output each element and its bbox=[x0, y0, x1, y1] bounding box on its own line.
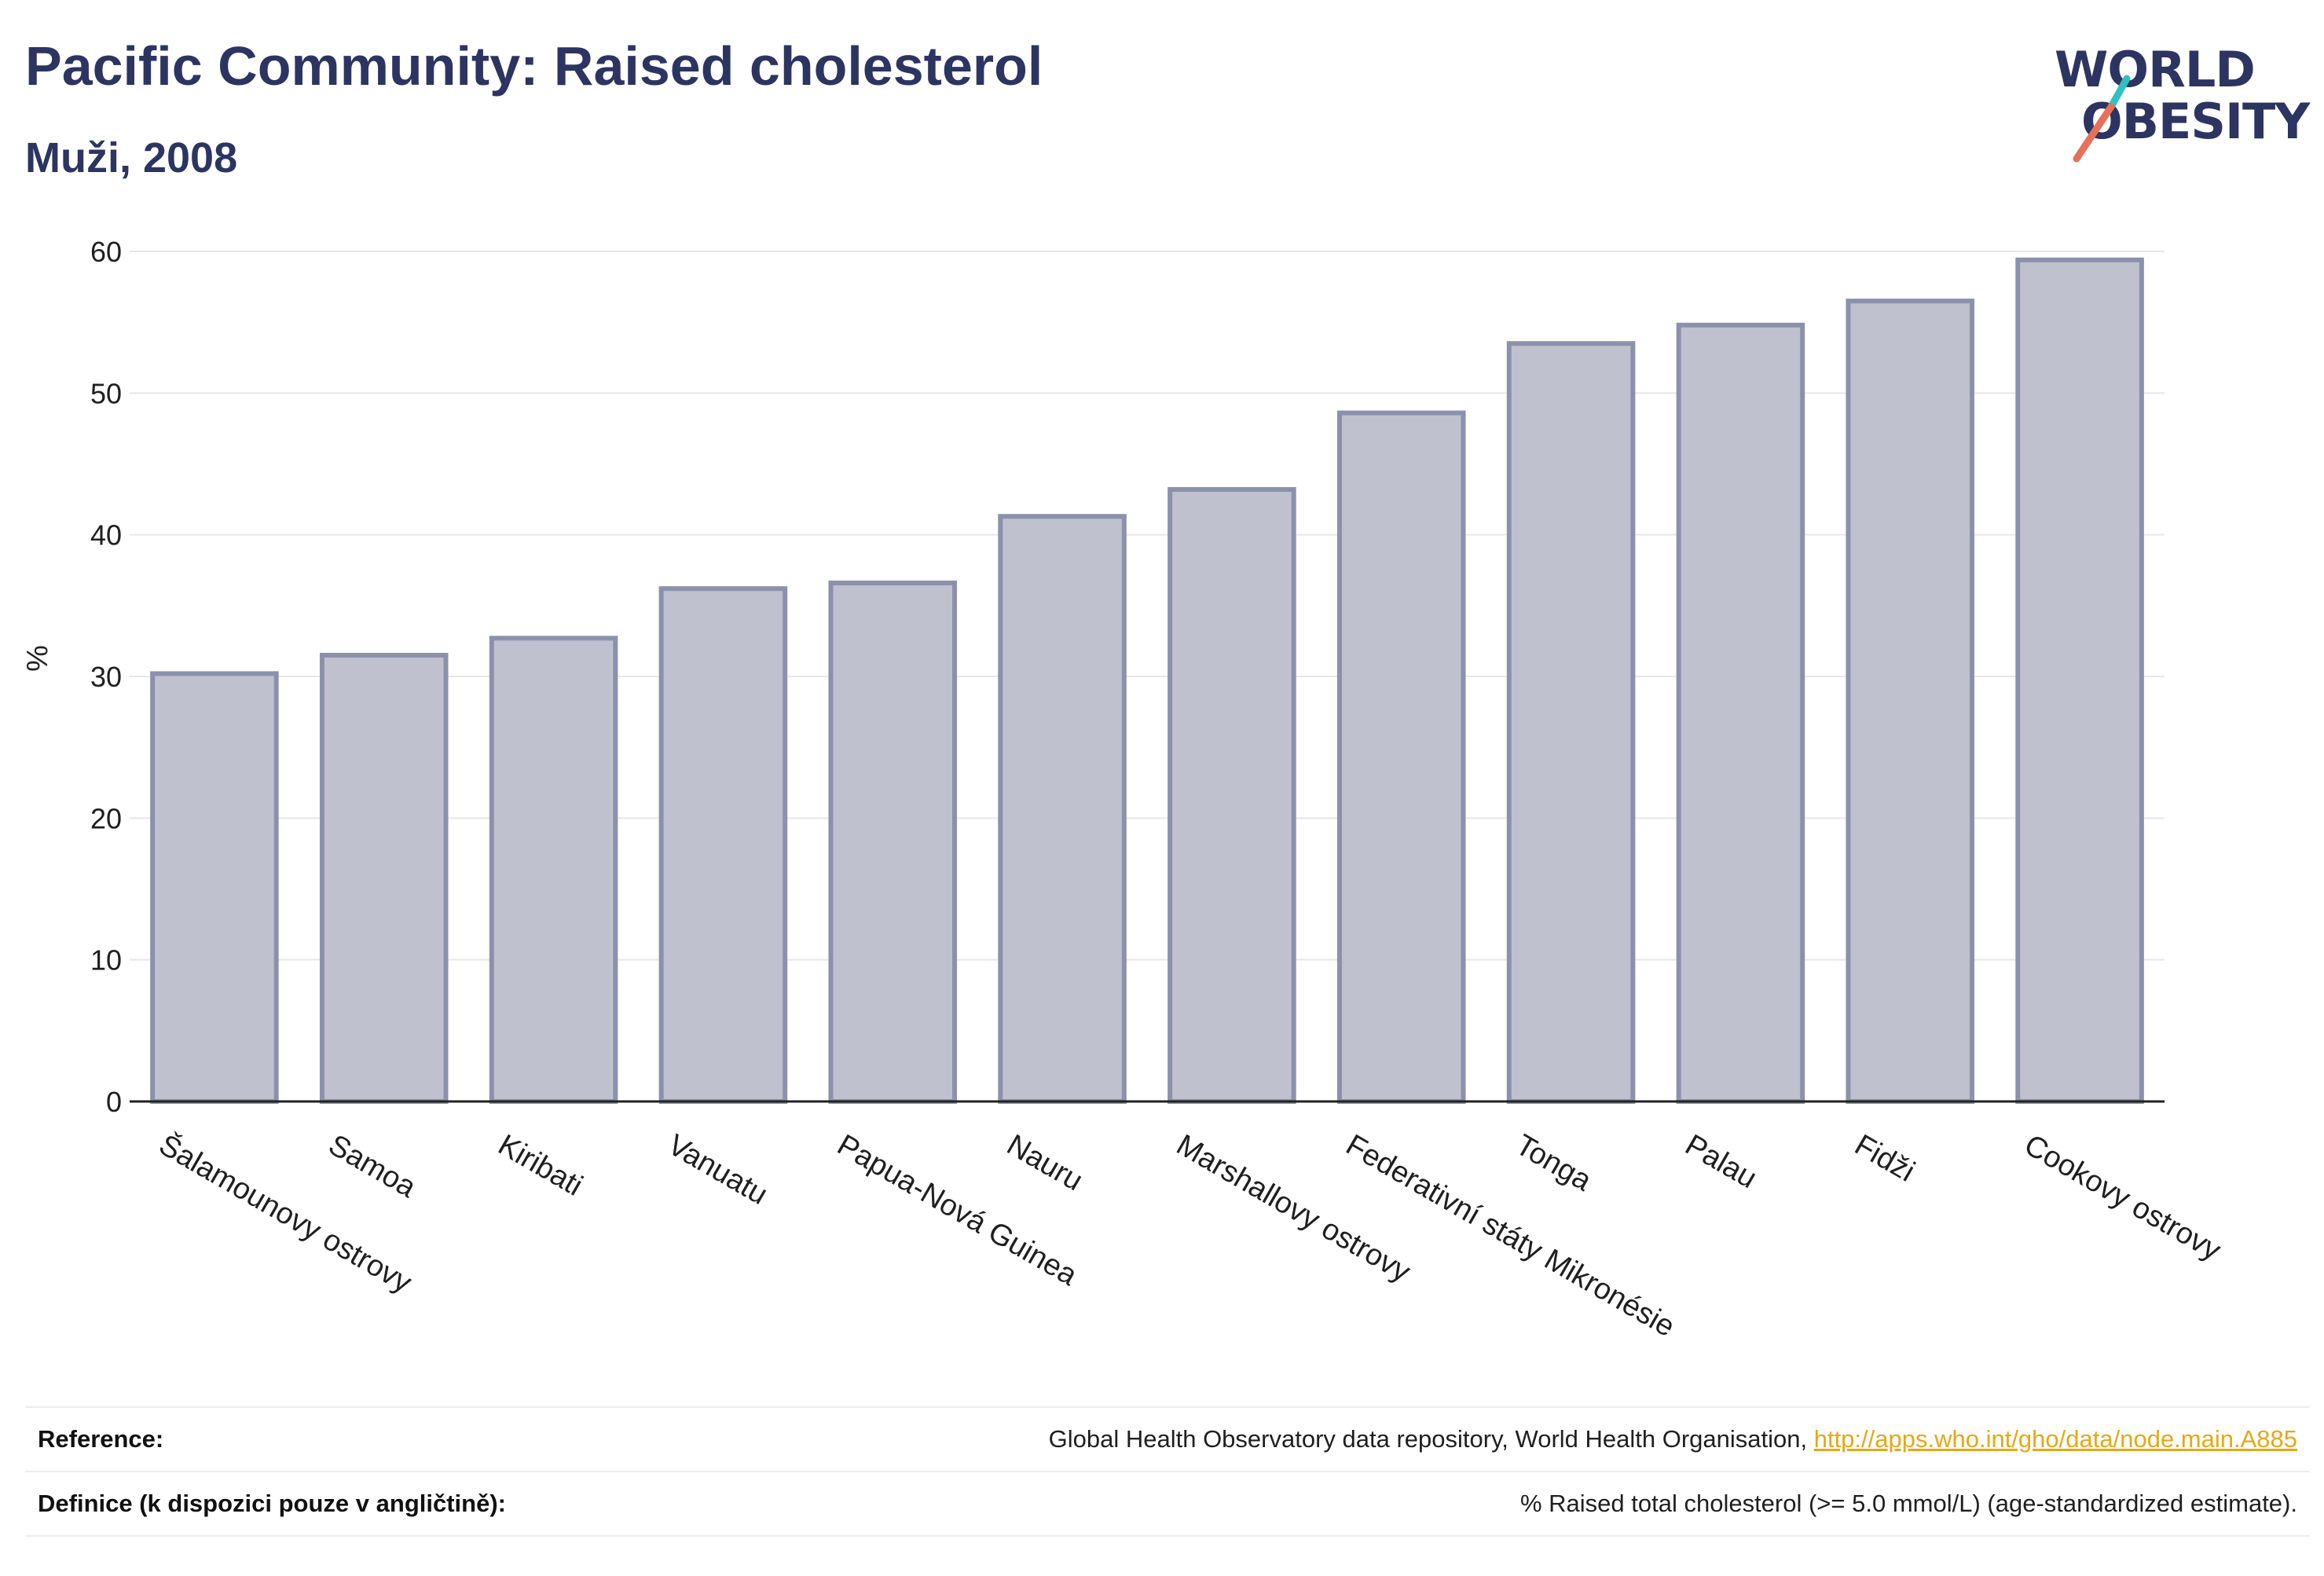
x-tick-label-5: Nauru bbox=[1001, 1128, 1088, 1197]
bar-11 bbox=[2015, 257, 2144, 1105]
y-tick-label-5: 50 bbox=[90, 377, 122, 409]
y-tick-label-1: 10 bbox=[90, 944, 122, 977]
definition-row: Definice (k dispozici pouze v angličtině… bbox=[25, 1471, 2310, 1537]
x-tick-label-1: Samoa bbox=[323, 1128, 422, 1204]
bar-2 bbox=[489, 636, 618, 1104]
reference-text: Global Health Observatory data repositor… bbox=[1048, 1425, 1814, 1453]
reference-value: Global Health Observatory data repositor… bbox=[1049, 1425, 2310, 1453]
bars bbox=[150, 257, 2144, 1105]
chart-subtitle: Muži, 2008 bbox=[25, 134, 238, 181]
bar-9 bbox=[1676, 322, 1805, 1105]
reference-label: Reference: bbox=[38, 1425, 164, 1453]
bar-3 bbox=[658, 586, 788, 1104]
y-tick-label-4: 40 bbox=[90, 519, 122, 552]
y-tick-label-6: 60 bbox=[90, 236, 122, 268]
world-obesity-logo: WORLD OBESITY bbox=[2055, 24, 2314, 165]
x-tick-label-8: Tonga bbox=[1510, 1128, 1597, 1198]
x-tick-label-10: Fidži bbox=[1849, 1128, 1920, 1188]
definition-label: Definice (k dispozici pouze v angličtině… bbox=[38, 1490, 506, 1517]
bar-8 bbox=[1506, 341, 1636, 1104]
y-axis-label: % bbox=[21, 645, 54, 672]
footer-table: Reference: Global Health Observatory dat… bbox=[25, 1406, 2310, 1537]
bar-0 bbox=[150, 671, 279, 1104]
x-tick-label-11: Cookovy ostrovy bbox=[2018, 1128, 2226, 1267]
y-axis-ticks: 0 10 20 30 40 50 60 bbox=[90, 236, 122, 1118]
x-tick-label-7: Federativní státy Mikronésie bbox=[1340, 1128, 1681, 1343]
bar-1 bbox=[319, 652, 449, 1104]
bar-10 bbox=[1846, 299, 1975, 1105]
reference-row: Reference: Global Health Observatory dat… bbox=[25, 1406, 2310, 1471]
grid-lines bbox=[130, 251, 2165, 961]
bar-5 bbox=[998, 514, 1127, 1104]
bar-6 bbox=[1167, 486, 1296, 1104]
logo-slash-icon bbox=[2073, 75, 2131, 163]
reference-link[interactable]: http://apps.who.int/gho/data/node.main.A… bbox=[1813, 1425, 2297, 1453]
x-tick-label-3: Vanuatu bbox=[662, 1128, 773, 1211]
definition-value: % Raised total cholesterol (>= 5.0 mmol/… bbox=[1519, 1490, 2297, 1517]
logo-line2: OBESITY bbox=[2081, 93, 2310, 150]
x-tick-label-9: Palau bbox=[1680, 1128, 1762, 1195]
bar-7 bbox=[1336, 410, 1466, 1104]
y-tick-label-0: 0 bbox=[106, 1086, 122, 1118]
chart-title: Pacific Community: Raised cholesterol bbox=[25, 35, 1043, 97]
y-tick-label-2: 20 bbox=[90, 802, 122, 834]
x-tick-label-2: Kiribati bbox=[493, 1128, 588, 1202]
bar-4 bbox=[828, 580, 958, 1104]
y-tick-label-3: 30 bbox=[90, 661, 122, 693]
logo-line1: WORLD bbox=[2055, 41, 2256, 98]
